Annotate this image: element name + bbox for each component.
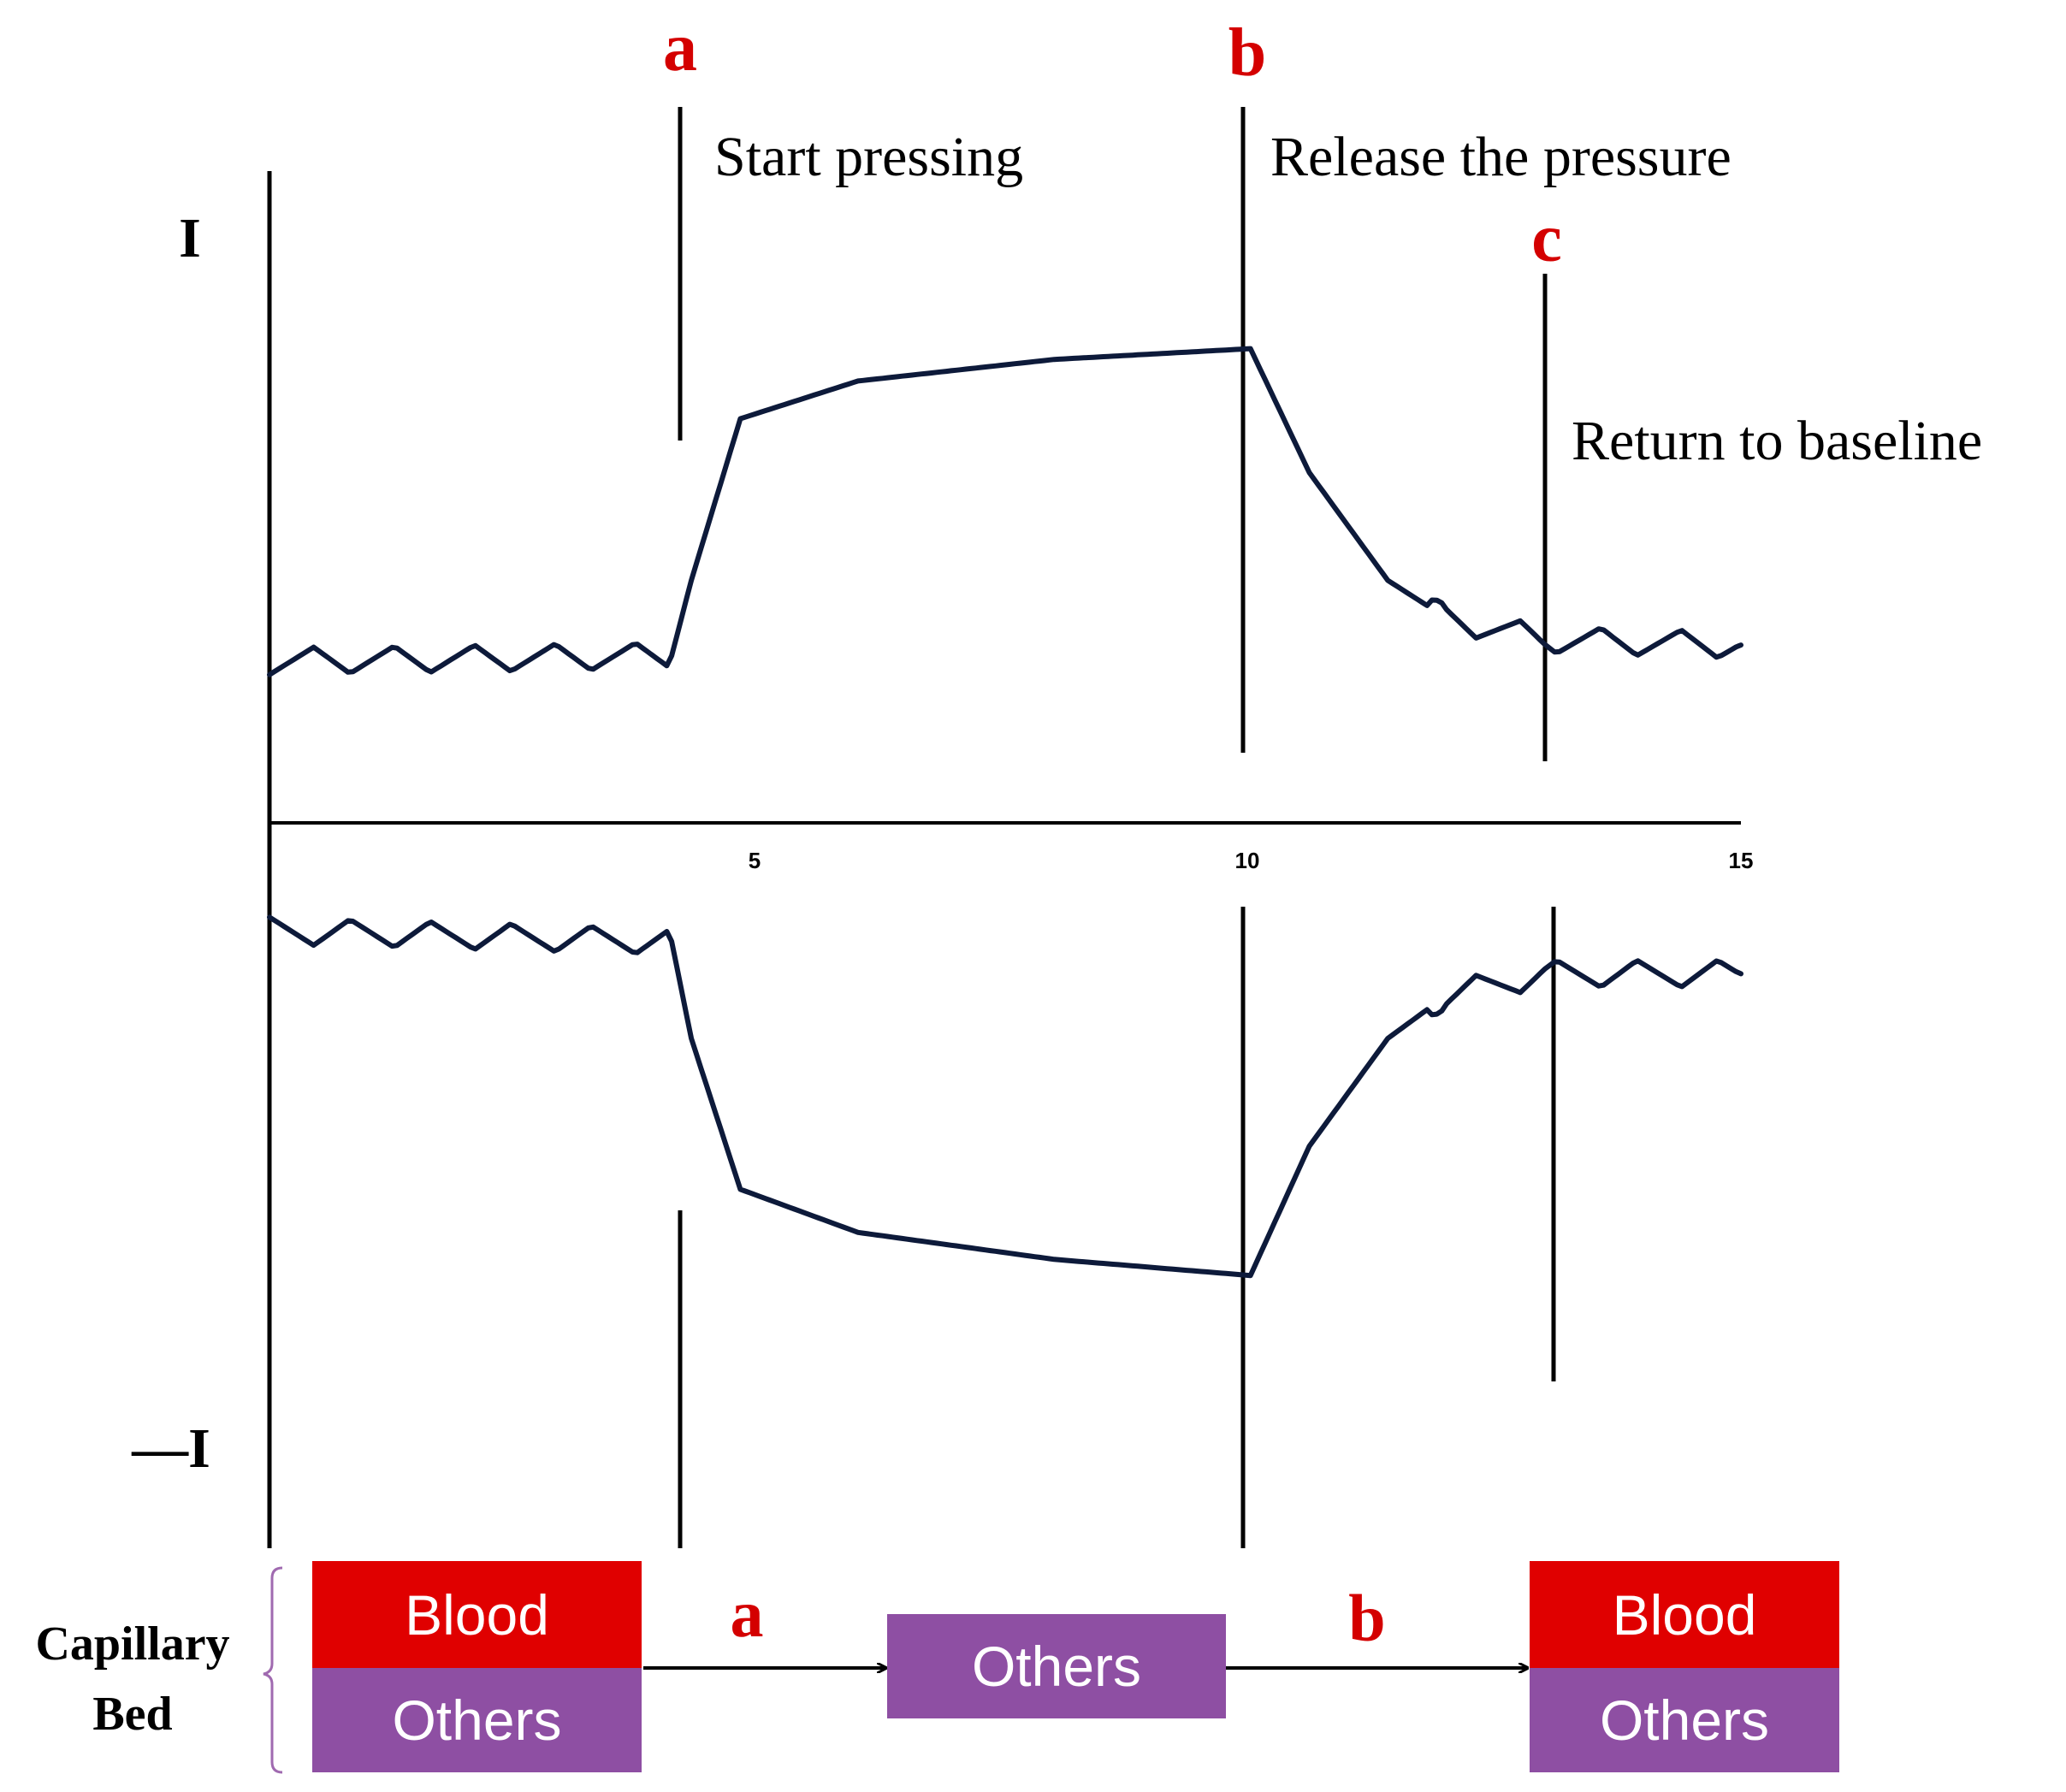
x-tick-label: 15 bbox=[1729, 848, 1754, 873]
y-axis-top-label: I bbox=[179, 207, 201, 269]
y-axis-bottom-label: —I bbox=[131, 1417, 210, 1480]
state3-blood-box: Blood bbox=[1530, 1561, 1839, 1668]
x-tick-label: 5 bbox=[749, 848, 761, 873]
state1-blood-box: Blood bbox=[312, 1561, 642, 1668]
transition-arrow-a-label: a bbox=[731, 1576, 764, 1651]
lower-signal-trace bbox=[267, 914, 1743, 1279]
upper-signal-trace bbox=[267, 346, 1743, 677]
event-c-text: Return to baseline bbox=[1572, 410, 1982, 472]
capillary-bed-label-line2: Bed bbox=[92, 1688, 172, 1741]
event-c-letter: c bbox=[1531, 201, 1562, 276]
capillary-bracket bbox=[263, 1566, 283, 1774]
state3-others-box: Others bbox=[1530, 1668, 1839, 1772]
state2-others-box: Others bbox=[887, 1614, 1226, 1718]
capillary-bed-label-line1: Capillary bbox=[35, 1618, 229, 1671]
event-a-letter: a bbox=[663, 10, 697, 86]
event-a-text: Start pressing bbox=[714, 126, 1023, 188]
event-b-text: Release the pressure bbox=[1270, 126, 1732, 188]
transition-arrow-b-label: b bbox=[1348, 1581, 1385, 1655]
x-tick-label: 10 bbox=[1235, 848, 1260, 873]
event-b-letter: b bbox=[1228, 15, 1267, 91]
state1-others-box: Others bbox=[312, 1668, 642, 1772]
